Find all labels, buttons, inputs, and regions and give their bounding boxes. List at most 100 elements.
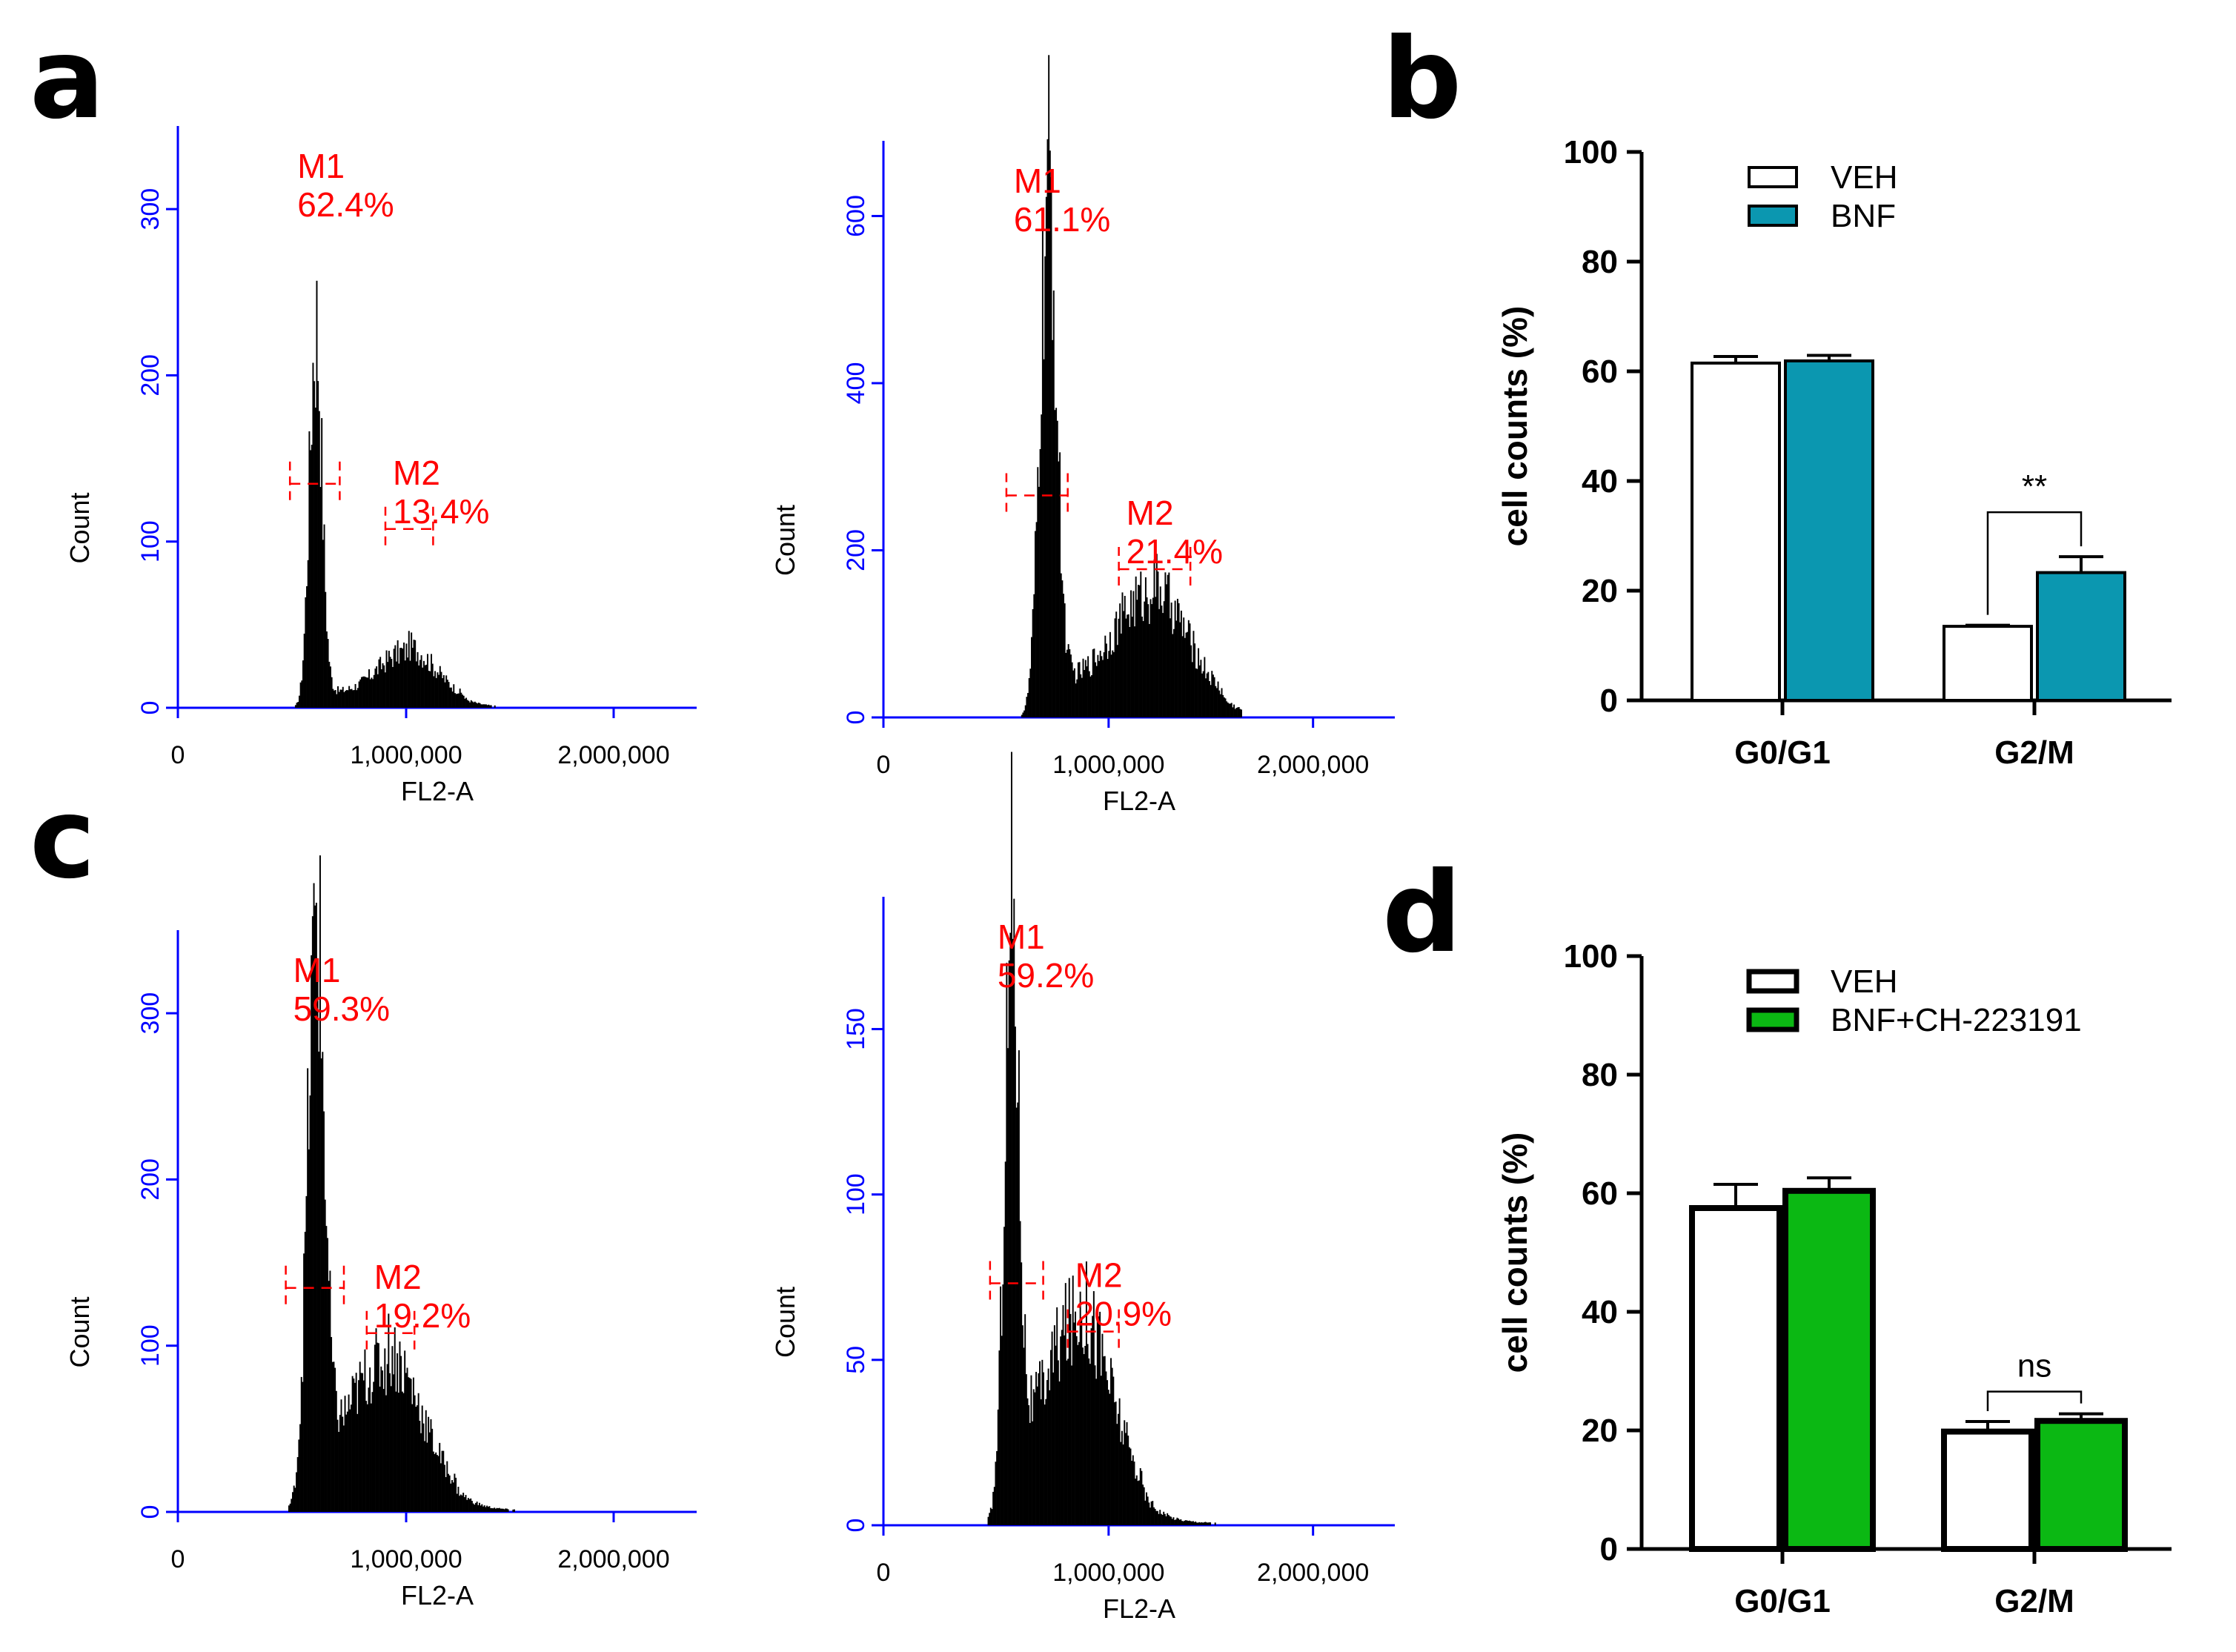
histogram-bin [1039, 1361, 1041, 1525]
histogram-bin [1081, 1319, 1083, 1525]
x-tick-label: 0 [171, 1545, 185, 1573]
histogram-bin [507, 1509, 509, 1512]
histogram-bin [1138, 1480, 1141, 1525]
histogram-bin [1079, 1291, 1081, 1525]
histogram-bin [1164, 572, 1167, 717]
histogram-bin [1045, 196, 1047, 717]
histogram-bin [444, 682, 446, 708]
histogram-bin [1035, 522, 1038, 717]
histogram-bin [343, 691, 345, 708]
histogram-bin [331, 1361, 334, 1512]
histogram-bin [1148, 623, 1150, 717]
histogram-bin [359, 1361, 361, 1512]
histogram-bin [329, 666, 331, 708]
histogram-bin [353, 690, 355, 708]
histogram-bin [1127, 614, 1129, 717]
histogram-bin [1021, 714, 1023, 717]
histogram-bin [428, 1432, 431, 1512]
histogram-bin [1058, 1381, 1061, 1525]
histogram-bin [1117, 1413, 1119, 1525]
histogram-bin [1121, 592, 1124, 717]
histogram-bin [473, 702, 475, 708]
gate-name: M2 [1075, 1256, 1123, 1295]
histogram-bin [313, 381, 316, 708]
histogram-bin [1184, 637, 1186, 717]
y-tick-label: 40 [1582, 1294, 1618, 1330]
histogram-bin [307, 1068, 309, 1512]
histogram-bin [445, 675, 448, 708]
histogram-bin [1204, 1522, 1207, 1525]
histogram-bin [385, 650, 388, 708]
histogram-bin [484, 704, 486, 708]
histogram-bin [1049, 1350, 1052, 1525]
histogram-bin [339, 1415, 341, 1512]
histogram-bin [380, 1366, 382, 1512]
histogram-bin [1123, 611, 1125, 717]
histogram-bin [1142, 1485, 1144, 1525]
histogram-bin [1175, 1519, 1177, 1525]
histogram-bin [1210, 1522, 1212, 1525]
histogram-bin [311, 955, 313, 1512]
y-tick-label: 300 [136, 188, 165, 230]
histogram-bin [299, 1424, 302, 1512]
y-axis-label: Count [770, 505, 800, 576]
histogram-bin [1129, 1448, 1132, 1525]
histogram-bin [1189, 623, 1191, 717]
histogram-bin [1092, 1291, 1095, 1525]
x-tick-label: 2,000,000 [1257, 1559, 1369, 1587]
histogram-bin [458, 693, 460, 708]
histogram-bin [1185, 632, 1187, 717]
histogram-bin [338, 691, 340, 708]
histogram-bin [374, 1344, 376, 1512]
histogram-bin [1208, 681, 1210, 717]
histogram-bin [320, 1058, 322, 1512]
histogram-bin [992, 1491, 995, 1525]
histogram-bin [1072, 670, 1075, 717]
histogram-bin [385, 1395, 387, 1512]
histogram-bin [1195, 1521, 1197, 1525]
histogram-bin [1092, 1316, 1094, 1525]
histogram-bin [460, 692, 462, 708]
histogram-bin [319, 487, 322, 708]
histogram-bin [1085, 1261, 1087, 1525]
histogram-bin [432, 1451, 434, 1512]
histogram-bin [364, 1349, 366, 1512]
histogram-bin [398, 663, 400, 708]
legend-label: BNF [1831, 198, 1896, 234]
y-tick-label: 100 [136, 1324, 165, 1367]
histogram-bin [358, 681, 360, 708]
histogram-bin [434, 1453, 436, 1512]
histogram-bin [391, 666, 394, 708]
histogram-bin [1114, 1402, 1115, 1525]
histogram-bin [1069, 648, 1071, 717]
histogram-bin [428, 671, 430, 708]
histogram-bin [1136, 600, 1138, 717]
y-axis-label: Count [770, 1287, 800, 1358]
histogram-bin [1155, 597, 1157, 717]
histogram-bin [488, 1506, 491, 1512]
histogram-bin [383, 665, 385, 708]
histogram-bin [1127, 614, 1129, 717]
histogram-bin [425, 1410, 427, 1512]
histogram-bin [1132, 591, 1135, 717]
y-tick-label: 20 [1582, 573, 1618, 609]
histogram-bin [466, 1499, 468, 1512]
histogram-bin [388, 1313, 390, 1512]
histogram-bin [477, 703, 480, 708]
bar [1691, 361, 1781, 702]
histogram-bin [414, 1395, 416, 1512]
histogram-bin [1082, 658, 1084, 717]
x-tick-label: G2/M [1994, 734, 2074, 771]
histogram-bin [1112, 650, 1114, 717]
histogram-bin [1064, 603, 1066, 717]
histogram-bin [1161, 1514, 1164, 1525]
histogram-bin [1102, 660, 1104, 717]
histogram-bin [354, 683, 356, 708]
histogram-bin [465, 1495, 467, 1512]
histogram-bin [1147, 604, 1149, 717]
histogram-bin [448, 682, 450, 708]
histogram-bin [1135, 1475, 1138, 1525]
histogram-bin [1073, 668, 1075, 717]
histogram-bin [1168, 572, 1170, 717]
histogram-bin [1081, 677, 1083, 717]
